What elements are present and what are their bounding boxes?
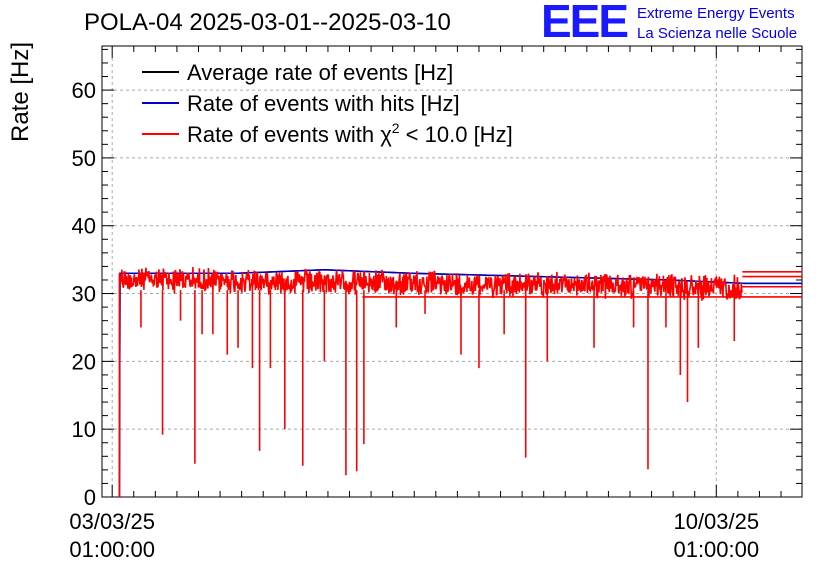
legend-label: Rate of events with χ2 < 10.0 [Hz] — [187, 120, 513, 147]
logo-caption-line2: La Scienza nelle Scuole — [637, 25, 798, 42]
y-tick-label: 50 — [72, 146, 96, 171]
y-tick-label: 60 — [72, 78, 96, 103]
eee-logo: EEE — [541, 0, 629, 47]
y-axis-label: Rate [Hz] — [7, 42, 34, 142]
red-series — [118, 266, 802, 497]
y-tick-label: 30 — [72, 282, 96, 307]
legend-label: Rate of events with hits [Hz] — [187, 91, 460, 116]
y-tick-label: 0 — [84, 485, 96, 510]
y-tick-label: 20 — [72, 349, 96, 374]
legend-label: Average rate of events [Hz] — [187, 60, 453, 85]
red-series-line — [118, 266, 743, 497]
y-tick-label: 10 — [72, 417, 96, 442]
x-tick-label-date: 10/03/25 — [673, 509, 759, 534]
y-tick-label: 40 — [72, 214, 96, 239]
logo-caption: Extreme Energy Events La Scienza nelle S… — [637, 4, 797, 44]
x-tick-label-time: 01:00:00 — [69, 537, 155, 562]
x-tick-label-date: 03/03/25 — [69, 509, 155, 534]
chart-title: POLA-04 2025-03-01--2025-03-10 — [84, 9, 451, 36]
logo-caption-line1: Extreme Energy Events — [637, 5, 795, 22]
x-tick-label-time: 01:00:00 — [673, 537, 759, 562]
